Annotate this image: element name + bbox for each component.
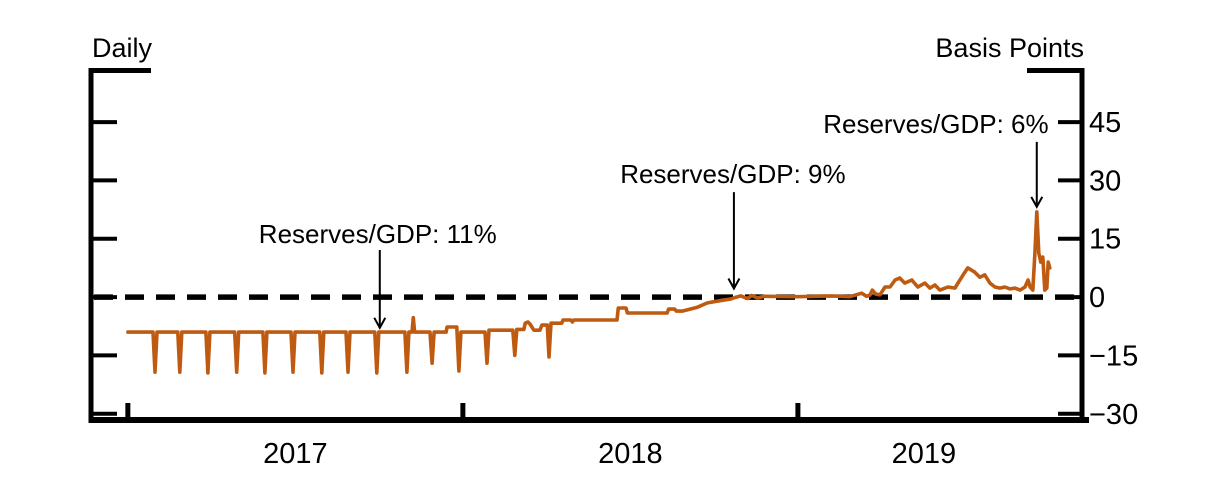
series-line [126, 210, 1052, 375]
y-tick-label: 30 [1089, 165, 1121, 197]
y-axis-labels: 45 30 15 0 −15 −30 [1089, 107, 1138, 431]
annotation-label: Reserves/GDP: 11% [259, 219, 497, 249]
annotations: Reserves/GDP: 11% Reserves/GDP: 9% Reserve… [259, 109, 1049, 330]
annotation-arrowhead [373, 317, 387, 330]
y-tick-label: 0 [1089, 282, 1105, 314]
annotation-label: Reserves/GDP: 9% [620, 159, 845, 189]
y-tick-label: −15 [1089, 340, 1138, 372]
x-axis-labels: 2017 2018 2019 [263, 438, 956, 470]
plot-frame [88, 68, 1089, 423]
x-tick-label: 2017 [263, 438, 328, 470]
x-tick-label: 2018 [598, 438, 663, 470]
x-tick-label: 2019 [892, 438, 957, 470]
y-tick-label: 15 [1089, 224, 1121, 256]
annotation-arrowhead [1030, 196, 1044, 209]
left-axis-header: Daily [92, 33, 153, 63]
y-tick-label: −30 [1089, 399, 1138, 431]
right-axis-header: Basis Points [935, 33, 1084, 63]
data-series [126, 210, 1052, 375]
annotation-label: Reserves/GDP: 6% [823, 109, 1048, 139]
axis-ticks [91, 120, 1082, 420]
y-tick-label: 45 [1089, 107, 1121, 139]
annotation-arrowhead [727, 278, 741, 291]
